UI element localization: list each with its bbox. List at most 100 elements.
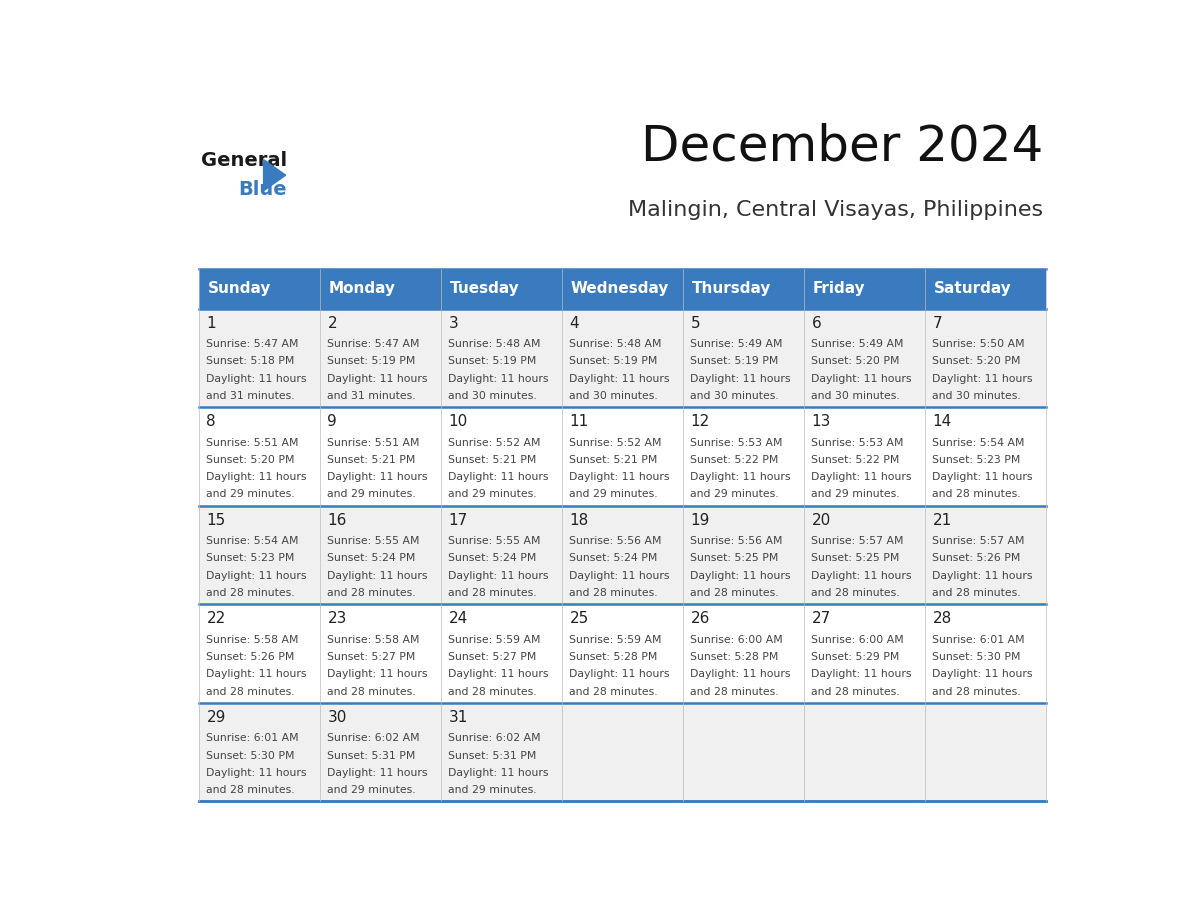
Text: Sunrise: 5:52 AM: Sunrise: 5:52 AM (448, 438, 541, 448)
Text: 11: 11 (569, 414, 589, 430)
Text: and 28 minutes.: and 28 minutes. (448, 687, 537, 697)
Text: Sunset: 5:30 PM: Sunset: 5:30 PM (933, 652, 1020, 662)
Text: Daylight: 11 hours: Daylight: 11 hours (328, 571, 428, 581)
Text: Sunrise: 5:49 AM: Sunrise: 5:49 AM (690, 339, 783, 349)
Text: Sunset: 5:26 PM: Sunset: 5:26 PM (207, 652, 295, 662)
FancyBboxPatch shape (562, 269, 683, 308)
Text: Sunrise: 6:00 AM: Sunrise: 6:00 AM (690, 634, 783, 644)
Text: 22: 22 (207, 611, 226, 626)
Text: Sunrise: 5:52 AM: Sunrise: 5:52 AM (569, 438, 662, 448)
Text: and 29 minutes.: and 29 minutes. (811, 489, 901, 499)
Text: Daylight: 11 hours: Daylight: 11 hours (207, 472, 307, 482)
FancyBboxPatch shape (925, 703, 1047, 801)
Text: Sunset: 5:19 PM: Sunset: 5:19 PM (690, 356, 779, 366)
FancyBboxPatch shape (683, 308, 804, 408)
Text: 3: 3 (448, 316, 459, 330)
Text: and 28 minutes.: and 28 minutes. (328, 588, 416, 598)
Text: Sunrise: 5:58 AM: Sunrise: 5:58 AM (207, 634, 299, 644)
FancyBboxPatch shape (683, 269, 804, 308)
Text: Sunset: 5:23 PM: Sunset: 5:23 PM (933, 455, 1020, 465)
Text: 20: 20 (811, 513, 830, 528)
Text: Daylight: 11 hours: Daylight: 11 hours (448, 571, 549, 581)
Text: Sunset: 5:26 PM: Sunset: 5:26 PM (933, 554, 1020, 564)
FancyBboxPatch shape (200, 604, 320, 703)
Text: 21: 21 (933, 513, 952, 528)
Text: and 28 minutes.: and 28 minutes. (207, 785, 295, 795)
Text: Daylight: 11 hours: Daylight: 11 hours (811, 669, 912, 679)
Text: and 28 minutes.: and 28 minutes. (569, 687, 658, 697)
FancyBboxPatch shape (441, 408, 562, 506)
Text: and 28 minutes.: and 28 minutes. (933, 489, 1020, 499)
Text: Sunset: 5:29 PM: Sunset: 5:29 PM (811, 652, 899, 662)
Text: 10: 10 (448, 414, 468, 430)
Text: Sunset: 5:19 PM: Sunset: 5:19 PM (569, 356, 658, 366)
Text: Daylight: 11 hours: Daylight: 11 hours (569, 669, 670, 679)
Text: Sunrise: 5:59 AM: Sunrise: 5:59 AM (448, 634, 541, 644)
Text: and 29 minutes.: and 29 minutes. (328, 489, 416, 499)
Text: Sunrise: 5:53 AM: Sunrise: 5:53 AM (690, 438, 783, 448)
Text: Tuesday: Tuesday (449, 282, 519, 297)
Text: Sunrise: 5:56 AM: Sunrise: 5:56 AM (569, 536, 662, 546)
FancyBboxPatch shape (200, 269, 320, 308)
FancyBboxPatch shape (562, 506, 683, 604)
Text: and 28 minutes.: and 28 minutes. (448, 588, 537, 598)
FancyBboxPatch shape (320, 703, 441, 801)
Text: Sunset: 5:22 PM: Sunset: 5:22 PM (811, 455, 899, 465)
Text: Sunset: 5:21 PM: Sunset: 5:21 PM (569, 455, 658, 465)
FancyBboxPatch shape (200, 703, 320, 801)
Text: Daylight: 11 hours: Daylight: 11 hours (569, 374, 670, 384)
Text: Sunrise: 5:57 AM: Sunrise: 5:57 AM (811, 536, 904, 546)
Text: Monday: Monday (329, 282, 396, 297)
FancyBboxPatch shape (562, 308, 683, 408)
FancyBboxPatch shape (441, 506, 562, 604)
Text: Sunset: 5:28 PM: Sunset: 5:28 PM (569, 652, 658, 662)
Text: Sunset: 5:20 PM: Sunset: 5:20 PM (811, 356, 901, 366)
Text: and 28 minutes.: and 28 minutes. (933, 588, 1020, 598)
Text: Daylight: 11 hours: Daylight: 11 hours (448, 472, 549, 482)
Text: and 28 minutes.: and 28 minutes. (207, 588, 295, 598)
Text: and 28 minutes.: and 28 minutes. (690, 588, 779, 598)
Text: and 28 minutes.: and 28 minutes. (933, 687, 1020, 697)
Text: General: General (201, 151, 287, 170)
Text: 9: 9 (328, 414, 337, 430)
FancyBboxPatch shape (200, 308, 320, 408)
Text: Daylight: 11 hours: Daylight: 11 hours (690, 571, 791, 581)
Text: Sunrise: 5:53 AM: Sunrise: 5:53 AM (811, 438, 904, 448)
Text: 12: 12 (690, 414, 709, 430)
Text: Sunset: 5:21 PM: Sunset: 5:21 PM (448, 455, 537, 465)
Text: Sunset: 5:20 PM: Sunset: 5:20 PM (207, 455, 295, 465)
Text: Sunrise: 5:58 AM: Sunrise: 5:58 AM (328, 634, 419, 644)
Text: Sunrise: 5:55 AM: Sunrise: 5:55 AM (448, 536, 541, 546)
FancyBboxPatch shape (925, 269, 1047, 308)
Text: and 30 minutes.: and 30 minutes. (933, 391, 1022, 401)
Text: Daylight: 11 hours: Daylight: 11 hours (933, 571, 1032, 581)
FancyBboxPatch shape (320, 408, 441, 506)
Polygon shape (264, 160, 285, 191)
FancyBboxPatch shape (320, 308, 441, 408)
FancyBboxPatch shape (804, 408, 925, 506)
Text: and 29 minutes.: and 29 minutes. (448, 489, 537, 499)
Text: 30: 30 (328, 710, 347, 725)
Text: Sunrise: 5:50 AM: Sunrise: 5:50 AM (933, 339, 1025, 349)
Text: and 30 minutes.: and 30 minutes. (811, 391, 901, 401)
Text: 29: 29 (207, 710, 226, 725)
Text: Sunset: 5:19 PM: Sunset: 5:19 PM (448, 356, 537, 366)
FancyBboxPatch shape (804, 308, 925, 408)
Text: and 28 minutes.: and 28 minutes. (569, 588, 658, 598)
Text: Sunrise: 5:49 AM: Sunrise: 5:49 AM (811, 339, 904, 349)
Text: Daylight: 11 hours: Daylight: 11 hours (328, 374, 428, 384)
FancyBboxPatch shape (804, 506, 925, 604)
FancyBboxPatch shape (200, 506, 320, 604)
Text: Daylight: 11 hours: Daylight: 11 hours (207, 571, 307, 581)
Text: and 29 minutes.: and 29 minutes. (569, 489, 658, 499)
FancyBboxPatch shape (925, 506, 1047, 604)
FancyBboxPatch shape (683, 506, 804, 604)
Text: Daylight: 11 hours: Daylight: 11 hours (328, 669, 428, 679)
Text: Wednesday: Wednesday (570, 282, 669, 297)
Text: Sunrise: 5:54 AM: Sunrise: 5:54 AM (933, 438, 1025, 448)
FancyBboxPatch shape (925, 308, 1047, 408)
Text: 6: 6 (811, 316, 821, 330)
Text: Sunset: 5:19 PM: Sunset: 5:19 PM (328, 356, 416, 366)
Text: 23: 23 (328, 611, 347, 626)
Text: Sunrise: 6:01 AM: Sunrise: 6:01 AM (207, 733, 299, 744)
